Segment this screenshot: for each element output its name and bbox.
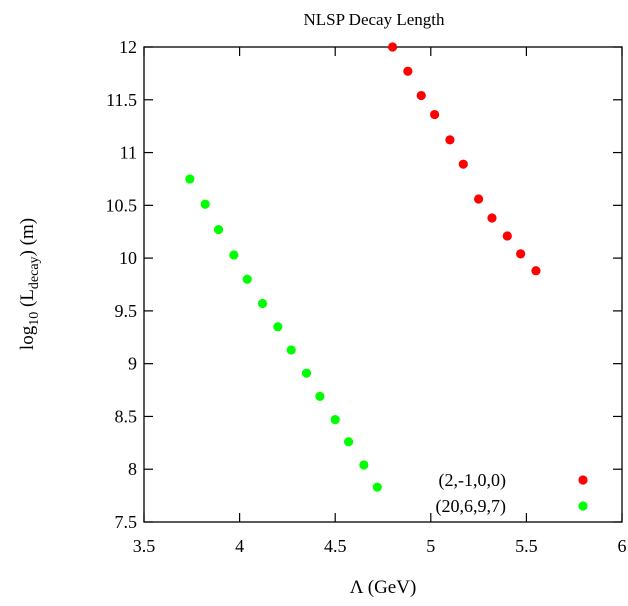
- x-tick-label: 4: [235, 536, 244, 556]
- data-point: [242, 274, 252, 284]
- y-tick-label: 9.5: [115, 301, 138, 321]
- x-tick-label: 4.5: [324, 536, 347, 556]
- x-tick-label: 5: [426, 536, 435, 556]
- data-point: [185, 174, 195, 184]
- data-point: [229, 250, 239, 260]
- data-point: [445, 135, 455, 145]
- chart-title: NLSP Decay Length: [303, 10, 445, 29]
- x-axis-label: Λ (GeV): [350, 577, 417, 598]
- y-tick-label: 11: [120, 143, 137, 163]
- data-point: [301, 368, 312, 378]
- legend-marker: [578, 501, 588, 511]
- x-tick-label: 3.5: [133, 536, 156, 556]
- data-point: [315, 391, 325, 401]
- x-tick-labels: 3.5 4 4.5 5 5.5 6: [133, 536, 627, 556]
- data-series: [185, 42, 541, 492]
- data-point: [416, 90, 426, 101]
- data-point: [458, 159, 468, 169]
- data-point: [387, 42, 398, 52]
- data-point: [516, 249, 526, 259]
- data-point: [273, 322, 283, 332]
- data-point: [403, 66, 413, 76]
- data-point: [213, 225, 224, 235]
- y-tick-label: 10: [119, 248, 137, 268]
- y-tick-label: 8.5: [115, 406, 138, 426]
- data-point: [359, 460, 369, 470]
- axis-ticks: [143, 46, 623, 523]
- y-axis-label-prefix-sub: 10: [27, 312, 42, 326]
- y-axis-label-suffix: ) (m): [17, 218, 38, 257]
- legend-label: (20,6,9,7): [436, 496, 507, 517]
- y-tick-label: 10.5: [106, 195, 138, 215]
- data-point: [474, 194, 484, 204]
- y-tick-label: 11.5: [106, 90, 137, 110]
- legend-marker: [578, 475, 588, 485]
- series-1: [387, 42, 541, 276]
- series-2: [185, 174, 382, 492]
- plot-frame: [143, 46, 623, 523]
- data-point: [257, 298, 268, 309]
- data-point: [502, 231, 512, 241]
- y-tick-labels: 7.5 8 8.5 9 9.5 10 10.5 11 11.5 12: [106, 37, 138, 532]
- y-axis-label-prefix: log: [17, 325, 38, 350]
- data-point: [343, 437, 354, 447]
- data-point: [330, 415, 340, 425]
- data-point: [286, 345, 296, 355]
- y-tick-label: 12: [119, 37, 137, 57]
- y-tick-label: 7.5: [115, 512, 138, 532]
- y-tick-label: 9: [128, 354, 137, 374]
- x-tick-label: 5.5: [515, 536, 538, 556]
- y-axis-label-middle-sub: decay: [27, 256, 42, 289]
- data-point: [200, 199, 210, 209]
- y-axis-label-middle: (L: [17, 289, 38, 312]
- legend: (2,-1,0,0) (20,6,9,7): [436, 470, 588, 517]
- data-point: [430, 109, 440, 120]
- x-tick-label: 6: [618, 536, 627, 556]
- data-point: [531, 266, 541, 276]
- y-tick-label: 8: [128, 459, 137, 479]
- legend-label: (2,-1,0,0): [439, 470, 506, 491]
- data-point: [487, 213, 497, 223]
- data-point: [372, 482, 382, 492]
- y-axis-label: log10 (Ldecay) (m): [17, 218, 42, 350]
